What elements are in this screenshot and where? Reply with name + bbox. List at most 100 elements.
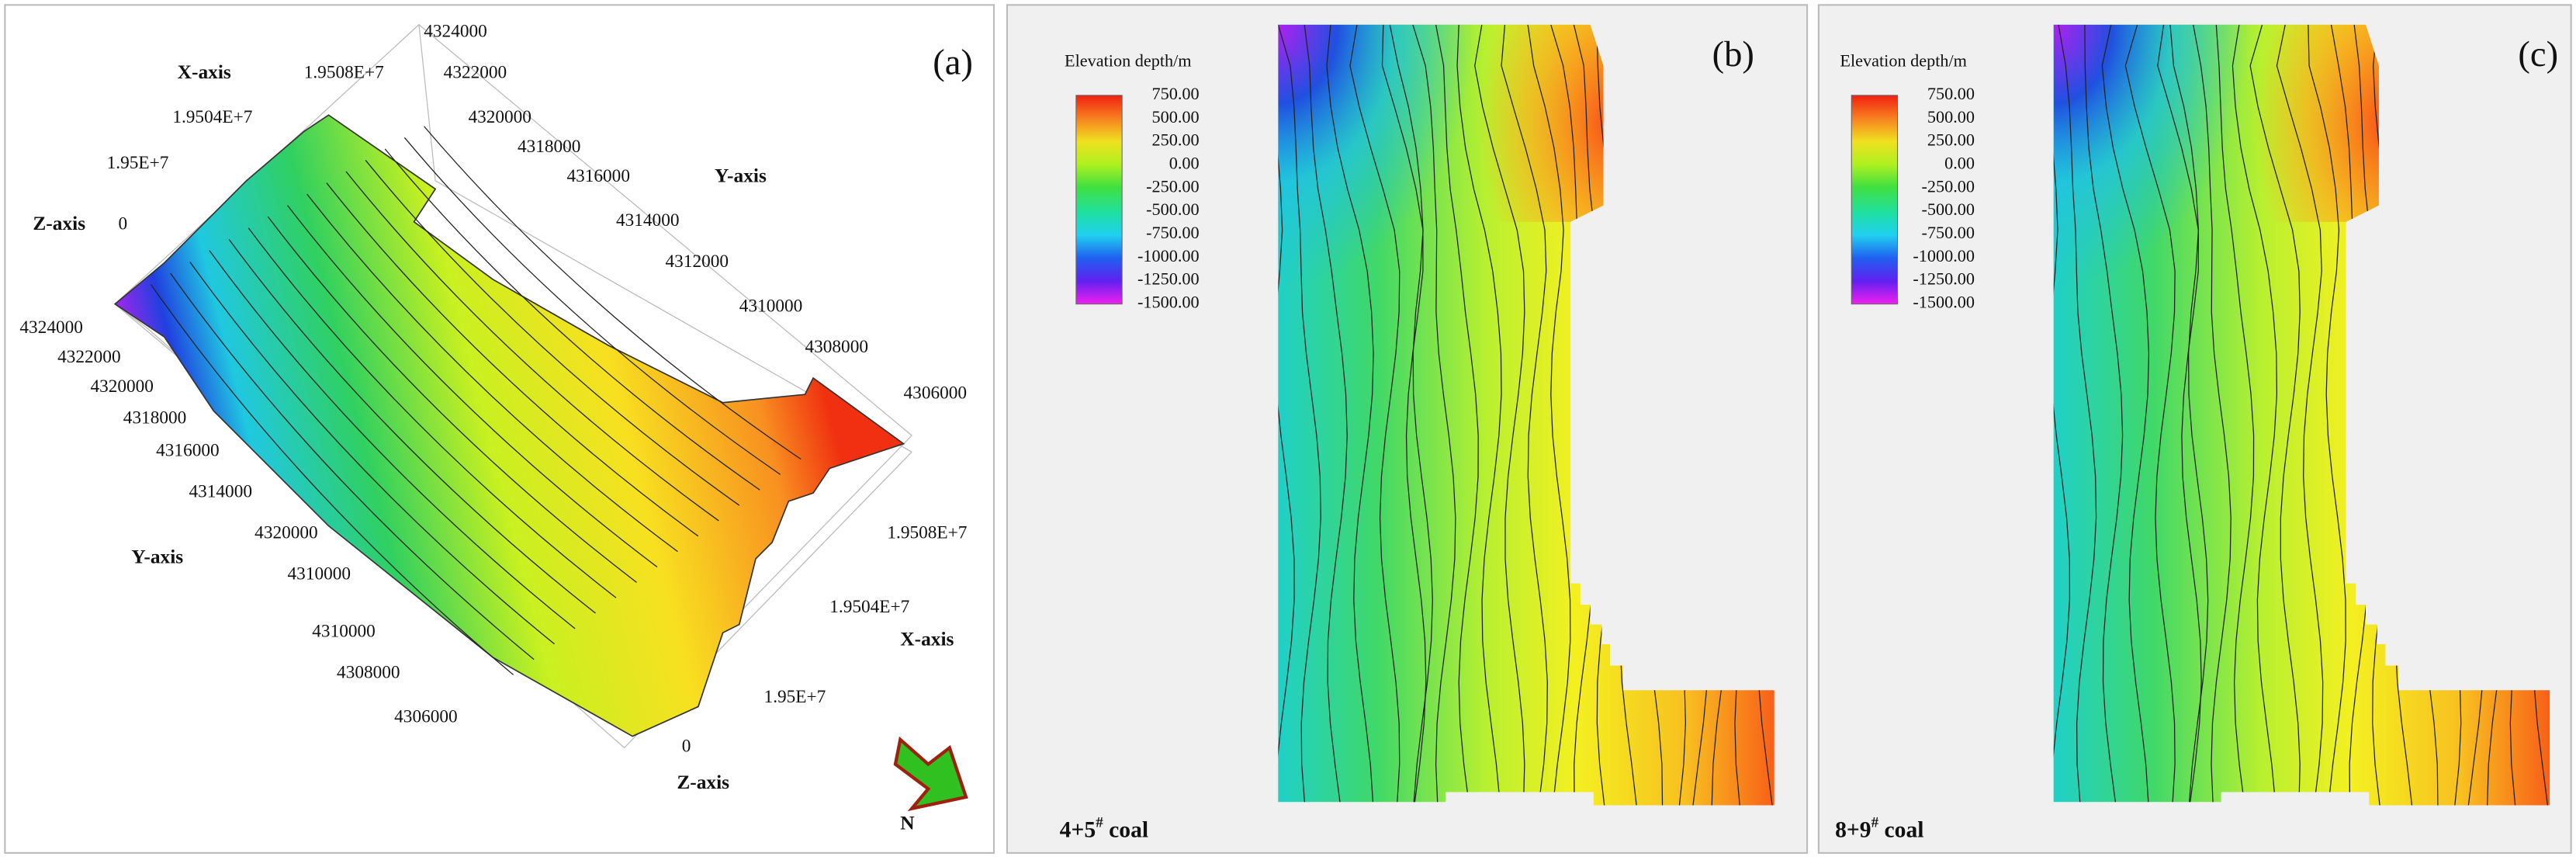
tick-label: 4322000 (57, 347, 120, 367)
tick-label: 4324000 (19, 317, 82, 338)
contour-line (1326, 24, 1374, 806)
caption-part: coal (1878, 817, 1923, 842)
contour-line (2084, 24, 2124, 806)
tick-label: 4308000 (337, 662, 400, 682)
axis-title: Z-axis (677, 772, 729, 793)
contour-line (2058, 24, 2097, 806)
contour-line (1304, 24, 1348, 806)
tick-label: 4314000 (189, 482, 252, 502)
legend-label: -500.00 (1146, 199, 1200, 219)
map-deep-zone (2053, 24, 2251, 288)
contour-line (424, 126, 802, 460)
tick-label: 1.9508E+7 (887, 522, 967, 543)
panel-label: (a) (933, 42, 973, 82)
contour-line (2231, 24, 2278, 806)
legend-label: 750.00 (1927, 84, 1975, 103)
contour-line (2276, 24, 2324, 806)
tick-label: 1.9508E+7 (304, 63, 384, 83)
contour-line (170, 272, 535, 661)
legend-label: 0.00 (1169, 153, 1200, 172)
caption-part: 8+9 (1835, 817, 1871, 842)
contour-line (2193, 24, 2231, 806)
legend-label: -500.00 (1922, 199, 1975, 219)
legend-label: -250.00 (1146, 176, 1200, 196)
tick-label: 4320000 (254, 522, 317, 543)
contour-line (2053, 24, 2071, 806)
caption-part: coal (1103, 817, 1148, 842)
contour-line (267, 216, 637, 583)
legend-label: -250.00 (1922, 176, 1975, 196)
contour-line (189, 262, 556, 645)
contour-line (287, 205, 658, 567)
legend-label: -1250.00 (1137, 269, 1200, 289)
legend-label: 750.00 (1152, 84, 1200, 103)
tick-label: 4308000 (805, 337, 868, 357)
surface-3d (113, 114, 905, 737)
contour-line (2169, 24, 2209, 806)
tick-label: 4316000 (156, 441, 219, 461)
tick-label: 4310000 (288, 564, 351, 584)
contour-line (2157, 24, 2202, 806)
contour-line (2215, 24, 2255, 806)
box-edge (418, 24, 912, 453)
legend-title: Elevation depth/m (1840, 51, 1967, 71)
tick-label: 1.9504E+7 (829, 597, 909, 617)
contour-line (1474, 24, 1525, 806)
contour-line (1278, 24, 1295, 806)
panel-label: (c) (2518, 34, 2558, 75)
legend-label: 0.00 (1944, 153, 1975, 172)
axis-title: Y-axis (131, 546, 183, 568)
legend-title: Elevation depth/m (1065, 51, 1192, 71)
legend-label: 500.00 (1927, 107, 1975, 127)
contour-line (248, 227, 617, 598)
tick-label: 4310000 (312, 622, 375, 642)
contour-line (365, 160, 740, 506)
contour-line (1349, 24, 1401, 806)
legend-label: -1500.00 (1913, 293, 1975, 312)
legend-label: 500.00 (1152, 107, 1200, 127)
legend-label: 250.00 (1152, 130, 1200, 150)
tick-label: 4318000 (123, 407, 186, 428)
contour-line (228, 238, 596, 614)
tick-label: 4306000 (904, 383, 967, 404)
north-arrow (893, 736, 968, 812)
axis-title: X-axis (900, 629, 954, 650)
legend-label: -1500.00 (1137, 293, 1200, 312)
contour-line (1381, 24, 1427, 806)
map-deep-zone (1278, 24, 1476, 288)
contour-line (209, 250, 576, 629)
legend-label: -1000.00 (1913, 246, 1975, 265)
legend-label: -750.00 (1146, 223, 1200, 242)
legend-label: -1250.00 (1913, 269, 1975, 289)
contour-line (1435, 24, 1479, 806)
contour-line (403, 137, 781, 475)
panel-label: (b) (1712, 34, 1754, 75)
contour-line (1501, 24, 1548, 806)
contour-line (1456, 24, 1502, 806)
tick-label: 4316000 (566, 166, 629, 186)
tick-label: 4322000 (444, 63, 507, 83)
tick-label: 1.95E+7 (107, 153, 169, 173)
tick-label: 4320000 (90, 376, 153, 397)
axis-title: Y-axis (715, 165, 767, 187)
north-label: N (900, 813, 914, 834)
contour-line (2308, 24, 2346, 806)
legend-label: -1000.00 (1137, 246, 1200, 265)
tick-label: 4314000 (616, 210, 679, 231)
legend-colorbar (1075, 95, 1123, 305)
map-high-zone (1478, 24, 1610, 222)
contour-line (1412, 24, 1456, 806)
contour-line (151, 284, 514, 675)
tick-label: 4310000 (739, 296, 802, 316)
tick-label: 1.95E+7 (764, 687, 826, 707)
contour-line (2101, 24, 2150, 806)
legend-label: -750.00 (1922, 223, 1975, 242)
contour-line (1527, 24, 1571, 806)
legend-label: 250.00 (1927, 130, 1975, 150)
tick-label: 4320000 (468, 107, 531, 127)
contour-line (306, 193, 678, 553)
surface-contours (151, 126, 802, 675)
contour-line (2124, 24, 2176, 806)
axis-title: Z-axis (33, 213, 85, 234)
